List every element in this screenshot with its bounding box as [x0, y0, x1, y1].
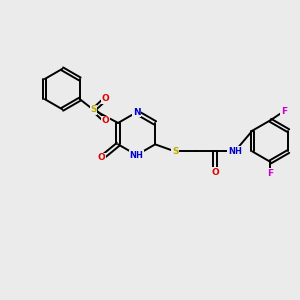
- Text: O: O: [101, 94, 109, 103]
- Text: F: F: [281, 107, 287, 116]
- Text: N: N: [133, 108, 140, 117]
- Text: NH: NH: [228, 147, 242, 156]
- Text: NH: NH: [130, 151, 144, 160]
- Text: O: O: [101, 116, 109, 125]
- Text: F: F: [267, 169, 273, 178]
- Text: O: O: [212, 168, 219, 177]
- Text: S: S: [90, 105, 97, 114]
- Text: O: O: [98, 153, 106, 162]
- Text: S: S: [172, 147, 178, 156]
